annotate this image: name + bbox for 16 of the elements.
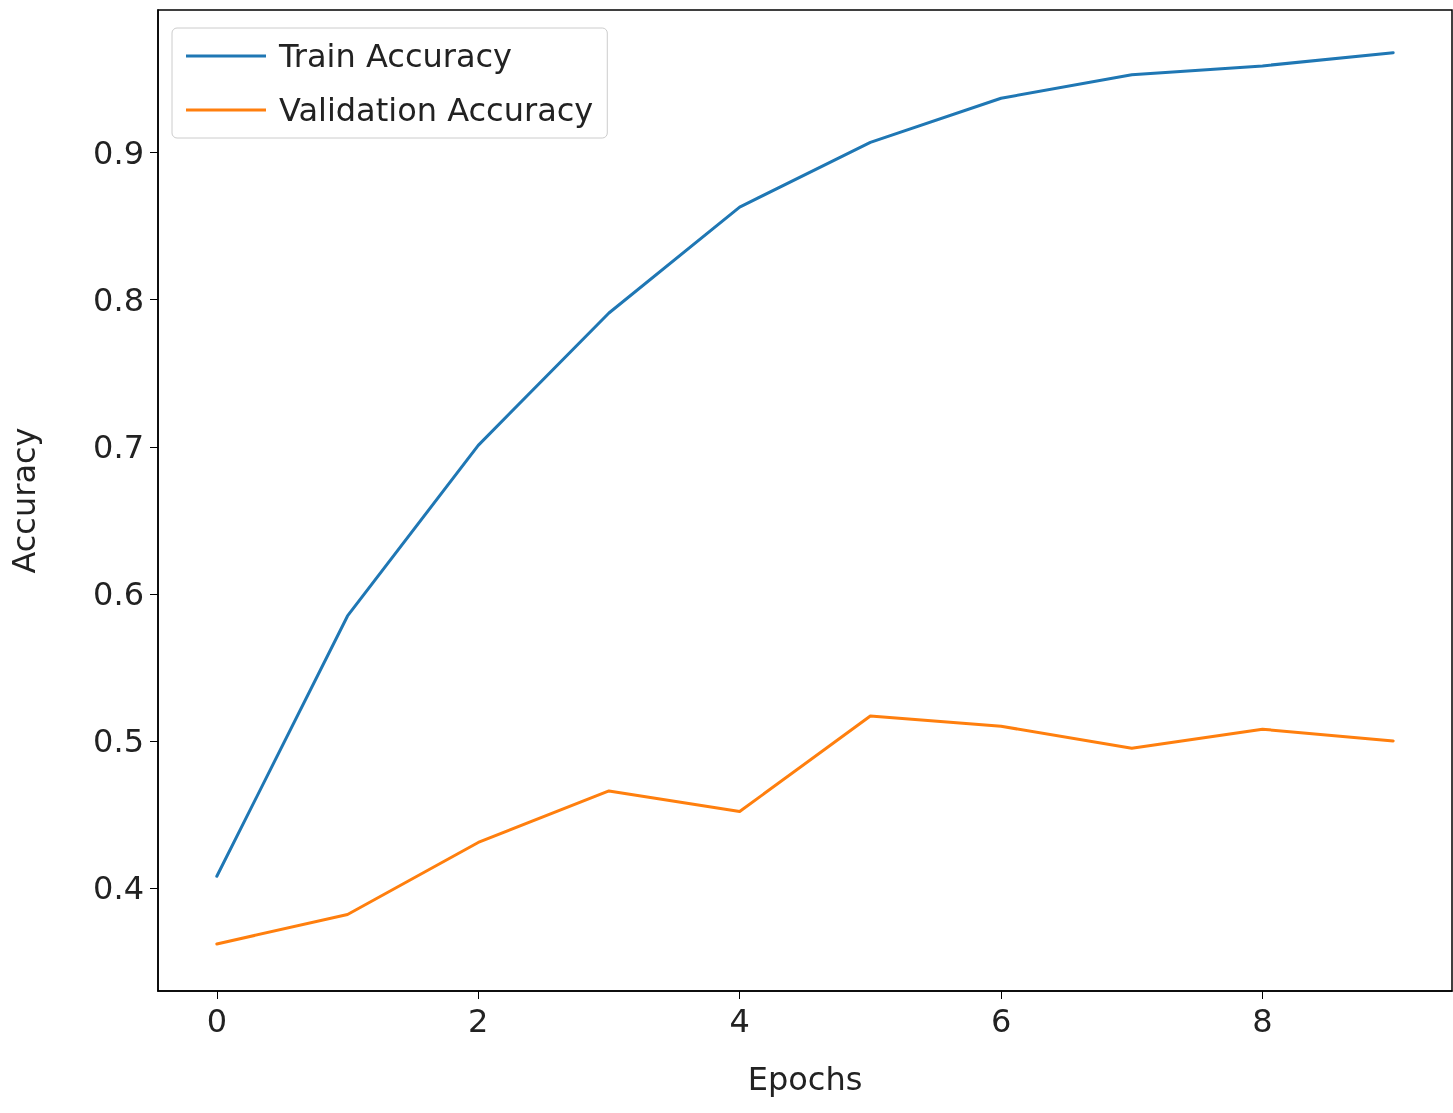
legend-label: Validation Accuracy xyxy=(279,91,594,129)
x-tick-label: 0 xyxy=(206,1002,227,1040)
y-tick-label: 0.7 xyxy=(93,427,144,466)
x-tick-label: 2 xyxy=(468,1002,489,1040)
y-tick-label: 0.4 xyxy=(93,869,144,908)
x-tick-label: 4 xyxy=(729,1002,750,1040)
x-tick-label: 8 xyxy=(1252,1002,1273,1040)
y-axis-title: Accuracy xyxy=(5,427,43,574)
y-tick-label: 0.8 xyxy=(93,280,144,319)
x-axis-title: Epochs xyxy=(747,1060,863,1098)
legend-label: Train Accuracy xyxy=(278,37,513,75)
y-tick-label: 0.9 xyxy=(93,133,144,172)
y-tick-label: 0.5 xyxy=(93,721,144,760)
line-series xyxy=(215,714,1395,946)
x-tick-label: 6 xyxy=(990,1002,1012,1040)
y-tick-label: 0.6 xyxy=(93,574,144,613)
